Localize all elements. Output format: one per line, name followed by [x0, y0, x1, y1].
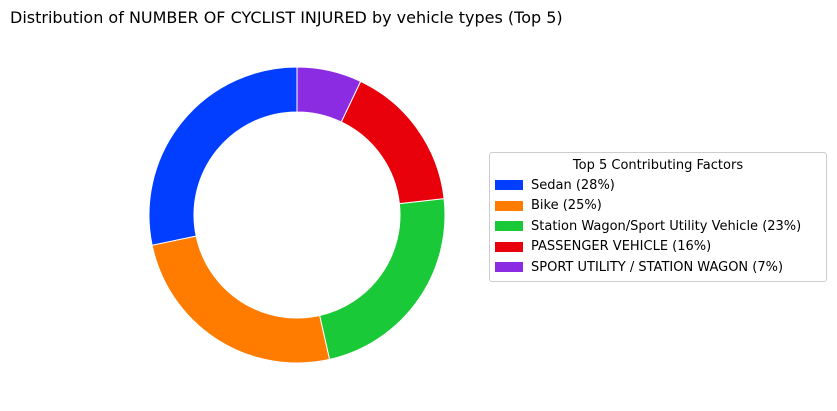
- legend-swatch: [495, 200, 523, 211]
- legend-swatch: [495, 221, 523, 232]
- legend-label: Bike (25%): [531, 198, 602, 214]
- chart-title: Distribution of NUMBER OF CYCLIST INJURE…: [10, 8, 563, 27]
- legend-label: PASSENGER VEHICLE (16%): [531, 239, 712, 255]
- donut-slices: [148, 66, 446, 364]
- legend-label: Station Wagon/Sport Utility Vehicle (23%…: [531, 218, 802, 234]
- legend-title: Top 5 Contributing Factors: [572, 158, 744, 173]
- legend-swatch: [495, 262, 523, 273]
- legend-label: SPORT UTILITY / STATION WAGON (7%): [531, 259, 784, 275]
- legend-swatch: [495, 241, 523, 252]
- donut-slice: [319, 198, 446, 360]
- legend-entry: Sedan (28%): [495, 175, 826, 196]
- donut-slice: [296, 66, 362, 123]
- donut-slice: [148, 66, 298, 246]
- legend-label: Sedan (28%): [531, 177, 615, 193]
- legend-entry: Bike (25%): [495, 196, 826, 217]
- legend-entries: Sedan (28%) Bike (25%) Station Wagon/Sport…: [490, 175, 826, 278]
- legend-entry: PASSENGER VEHICLE (16%): [495, 237, 826, 258]
- legend-swatch: [495, 180, 523, 191]
- donut-slice: [340, 80, 445, 205]
- donut-slice: [151, 235, 331, 364]
- legend-entry: Station Wagon/Sport Utility Vehicle (23%…: [495, 216, 826, 237]
- legend-entry: SPORT UTILITY / STATION WAGON (7%): [495, 257, 826, 278]
- legend: Top 5 Contributing Factors Sedan (28%) Bi…: [489, 152, 827, 282]
